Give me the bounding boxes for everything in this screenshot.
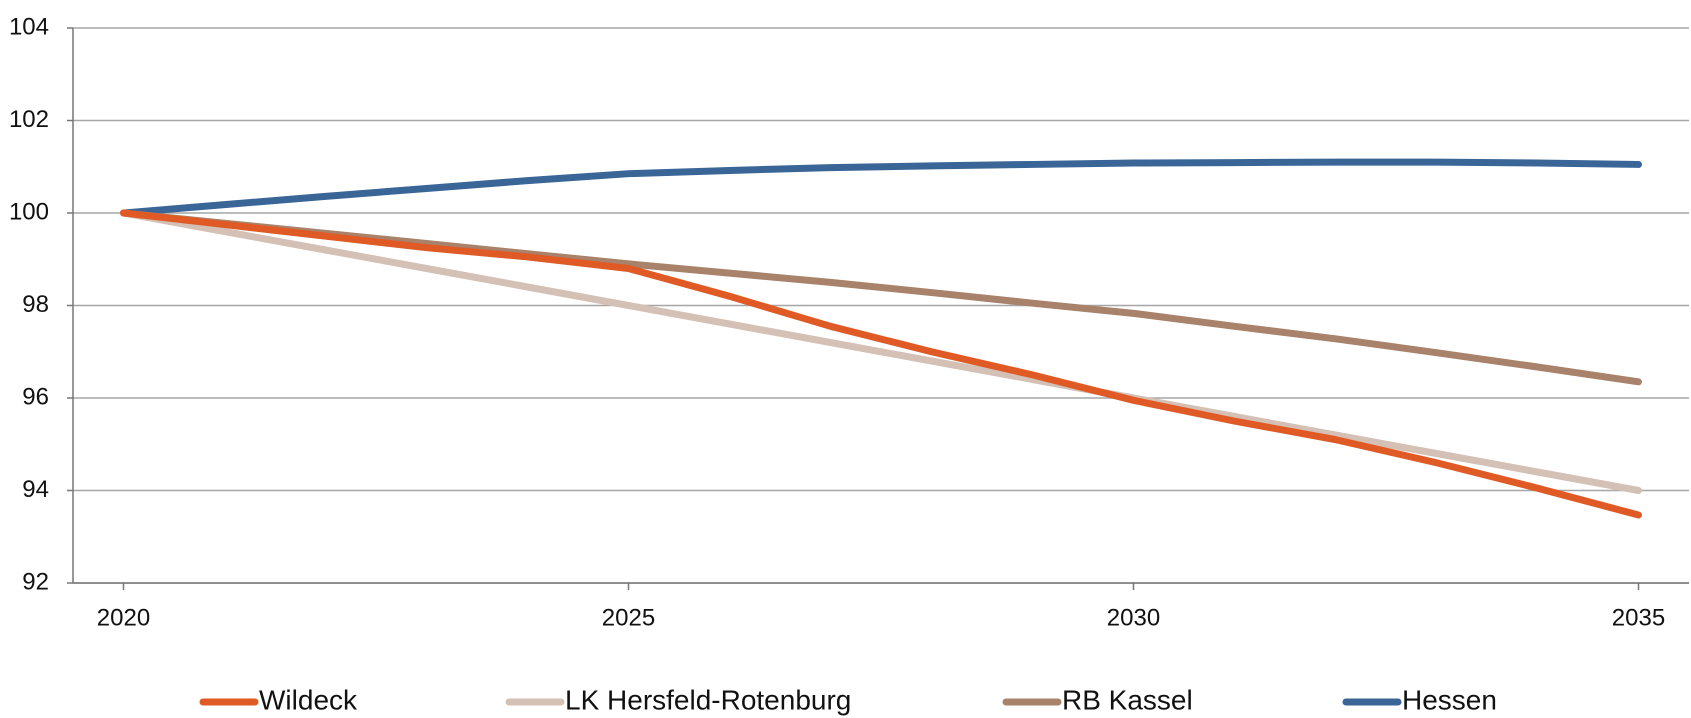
legend-label: Wildeck — [259, 684, 358, 715]
legend-label: Hessen — [1402, 684, 1497, 715]
x-tick-label: 2020 — [97, 604, 150, 631]
legend-label: LK Hersfeld-Rotenburg — [565, 684, 851, 715]
y-tick-label: 104 — [9, 13, 49, 40]
y-tick-label: 100 — [9, 198, 49, 225]
series-line — [120, 158, 1642, 217]
y-tick-label: 102 — [9, 106, 49, 133]
y-tick-label: 92 — [22, 568, 49, 595]
x-tick-label: 2025 — [602, 604, 655, 631]
series-line — [120, 209, 1642, 519]
series-line — [120, 209, 1642, 494]
x-tick-label: 2030 — [1107, 604, 1160, 631]
y-tick-label: 94 — [22, 476, 49, 503]
y-tick-label: 96 — [22, 383, 49, 410]
legend-label: RB Kassel — [1062, 684, 1193, 715]
y-tick-label: 98 — [22, 291, 49, 318]
x-tick-label: 2035 — [1612, 604, 1665, 631]
